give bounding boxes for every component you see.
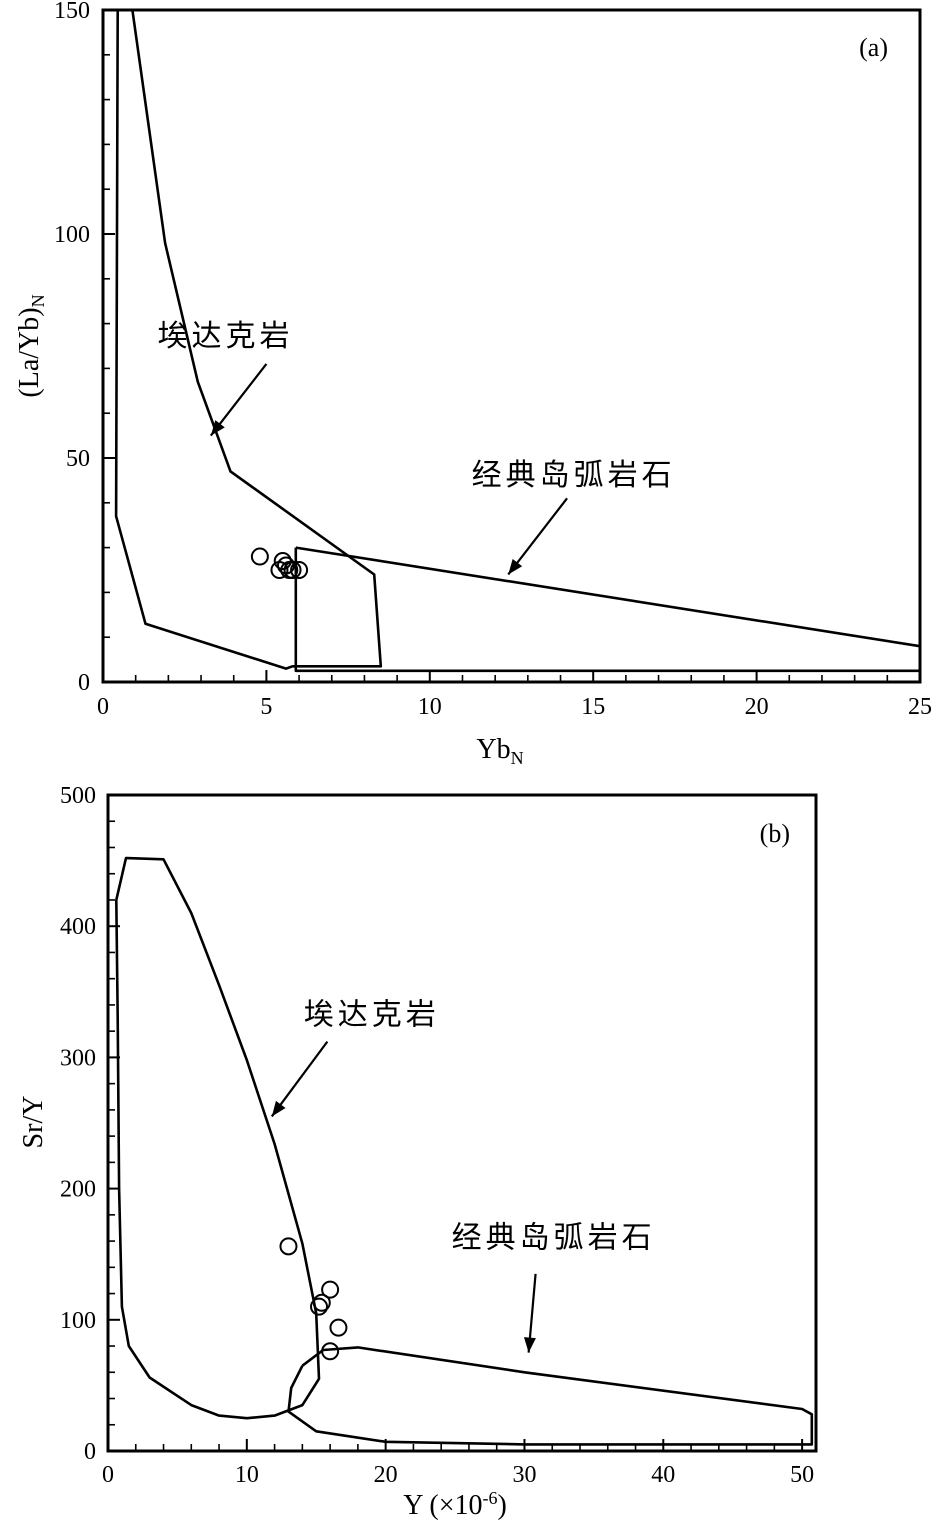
- data-point-1: [279, 1237, 298, 1256]
- y-tick-label: 100: [60, 1308, 96, 1334]
- axis-ticks-a: 0 5 10 15 20 25 0 50 100 150: [54, 0, 932, 720]
- y-tick-label: 0: [78, 670, 90, 696]
- arrow-head-adakite: [271, 1100, 286, 1117]
- data-point-3: [273, 552, 292, 571]
- y-axis-title-b: Sr/Y: [18, 1096, 49, 1149]
- arrow-shaft-adakite: [270, 1041, 329, 1118]
- x-tick-label: 10: [235, 1462, 259, 1488]
- x-tick-label: 50: [790, 1462, 814, 1488]
- y-tick-label: 400: [60, 914, 96, 940]
- data-point-6: [283, 561, 302, 579]
- data-points-b: [279, 1237, 348, 1361]
- x-tick-label: 40: [651, 1462, 675, 1488]
- data-point-7: [290, 561, 309, 579]
- x-tick-label: 25: [908, 694, 932, 720]
- x-tick-label: 0: [97, 694, 109, 720]
- x-tick-label: 20: [745, 694, 769, 720]
- data-points-a: [250, 547, 309, 579]
- x-tick-label: 10: [418, 694, 442, 720]
- field-boundary-adakite: [114, 9, 383, 670]
- data-point-1: [250, 547, 269, 566]
- field-boundaries-b: [115, 856, 814, 1446]
- arrow-shaft-island-arc: [507, 497, 568, 576]
- x-tick-label: 0: [102, 1462, 114, 1488]
- x-tick-label: 15: [581, 694, 605, 720]
- field-label-adakite: 埃达克岩: [304, 998, 440, 1033]
- arrow-head-adakite: [210, 420, 225, 436]
- arrow-shaft-adakite: [209, 363, 268, 437]
- data-point-2: [310, 1297, 329, 1316]
- y-tick-label: 0: [84, 1439, 96, 1465]
- plot-frame-a: [101, 8, 922, 684]
- x-tick-label: 20: [374, 1462, 398, 1488]
- x-axis-title-b: Y (×10-6): [403, 1488, 507, 1521]
- panel-label-a: (a): [859, 33, 888, 62]
- y-tick-label: 200: [60, 1177, 96, 1203]
- y-tick-label: 300: [60, 1045, 96, 1071]
- panel-label-b: (b): [760, 819, 790, 848]
- field-label-adakite: 埃达克岩: [158, 319, 294, 354]
- arrow-head-island-arc: [508, 558, 523, 575]
- arrow-head-island-arc: [523, 1337, 536, 1353]
- x-axis-title-a: YbN: [476, 734, 523, 768]
- plot-frame-b: [106, 793, 818, 1453]
- data-point-5: [329, 1318, 348, 1337]
- y-tick-label: 50: [66, 446, 90, 472]
- data-point-3: [312, 1293, 331, 1312]
- field-boundary-adakite: [115, 856, 321, 1420]
- y-axis-title-a: (La/Yb)N: [14, 294, 48, 397]
- data-point-6: [321, 1342, 340, 1361]
- data-point-4: [321, 1280, 340, 1299]
- y-tick-label: 150: [54, 0, 90, 24]
- field-label-island-arc: 经典岛弧岩石: [472, 458, 676, 493]
- y-tick-label: 100: [54, 222, 90, 248]
- x-tick-label: 5: [260, 694, 272, 720]
- field-boundary-island-arc: [294, 546, 922, 673]
- y-tick-label: 500: [60, 783, 96, 809]
- field-label-island-arc: 经典岛弧岩石: [452, 1221, 656, 1256]
- x-tick-label: 30: [512, 1462, 536, 1488]
- field-boundary-island-arc: [287, 1346, 814, 1446]
